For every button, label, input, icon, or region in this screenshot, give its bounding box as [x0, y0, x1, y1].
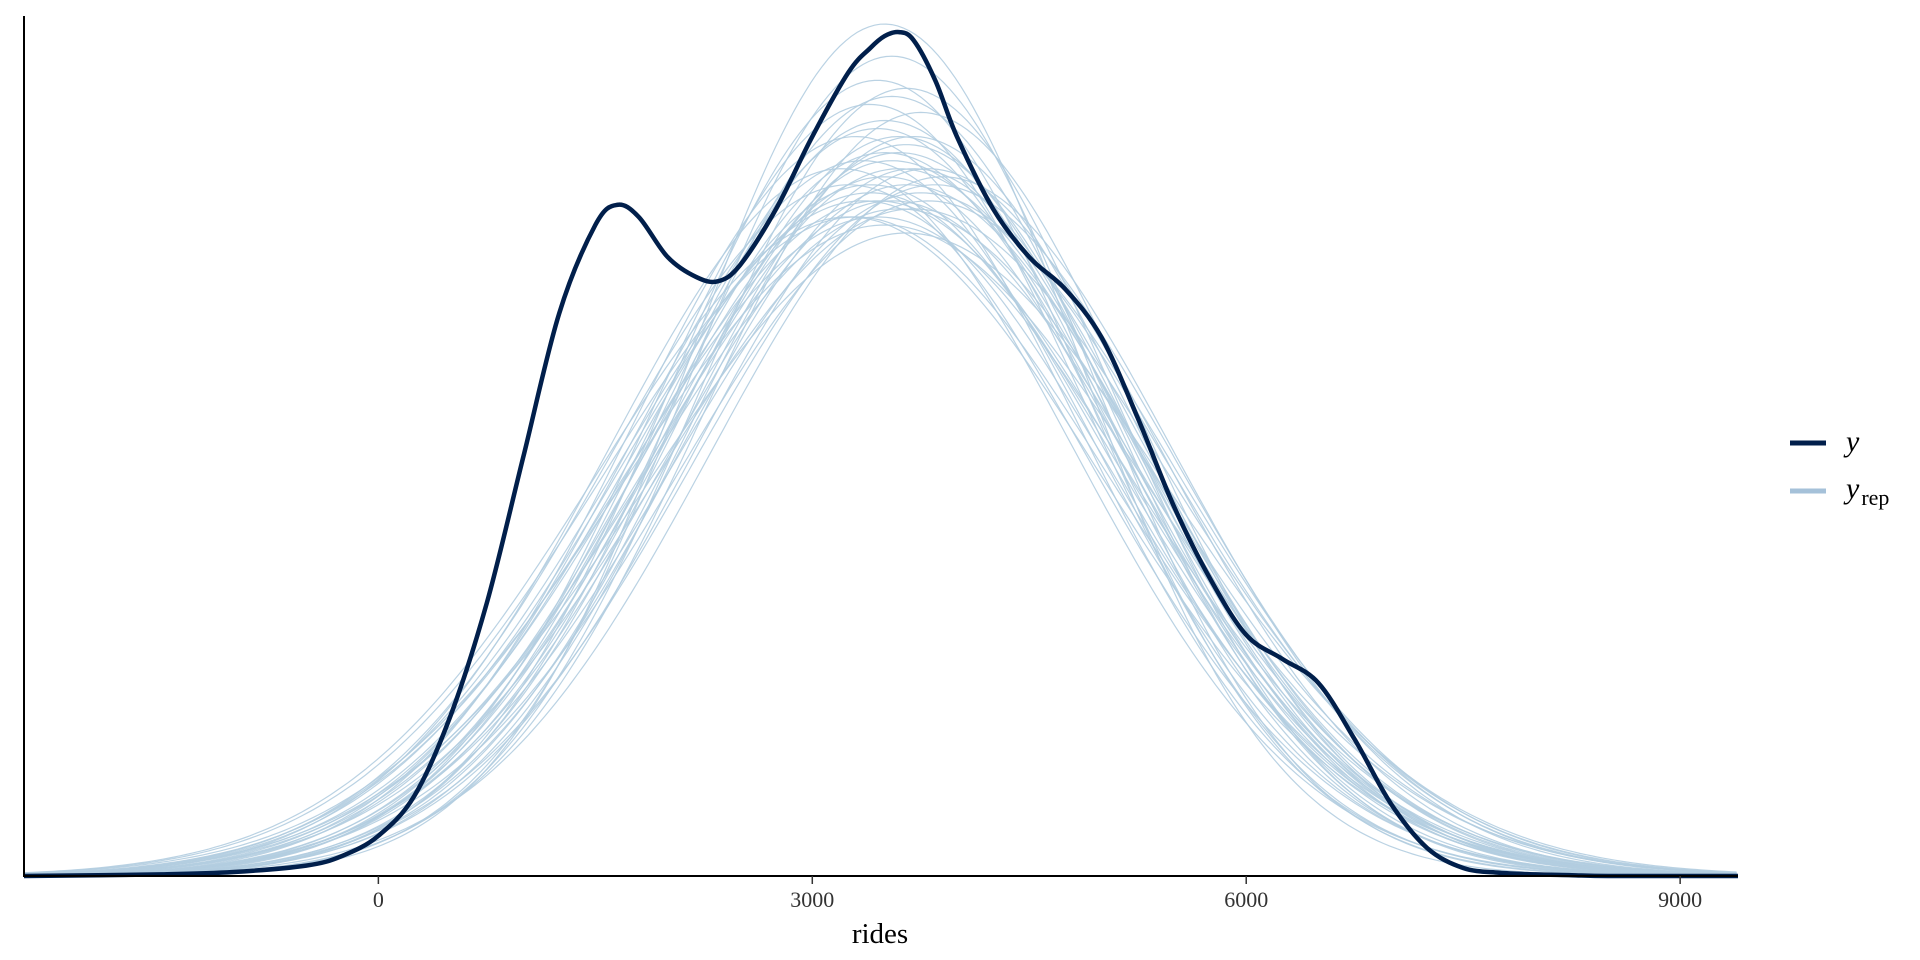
yrep-density-line — [23, 128, 1737, 877]
yrep-density-line — [23, 192, 1737, 876]
yrep-density-line — [23, 200, 1737, 876]
x-tick-label: 6000 — [1224, 887, 1268, 912]
yrep-density-line — [23, 151, 1737, 876]
yrep-density-line — [24, 119, 1737, 877]
yrep-density-line — [23, 200, 1737, 876]
x-tick-label: 3000 — [790, 887, 834, 912]
yrep-density-line — [23, 192, 1737, 876]
yrep-density-line — [23, 168, 1737, 877]
y-density-line — [23, 29, 1738, 879]
x-axis-ticks: 0 3000 6000 9000 — [373, 876, 1702, 912]
yrep-density-line — [23, 224, 1737, 874]
yrep-density-line — [23, 208, 1737, 875]
yrep-density-line — [24, 135, 1737, 877]
yrep-density-line — [23, 168, 1737, 877]
yrep-density-line — [23, 184, 1737, 876]
yrep-density-line — [23, 208, 1737, 876]
yrep-density-line — [23, 200, 1737, 876]
yrep-density-line — [23, 216, 1737, 876]
yrep-density-line — [24, 79, 1737, 877]
yrep-density-line — [24, 176, 1737, 877]
legend-label-yrep-sub: rep — [1861, 485, 1889, 510]
yrep-density-line — [23, 184, 1737, 876]
yrep-density-line — [23, 144, 1737, 877]
x-tick-label: 0 — [373, 887, 384, 912]
yrep-density-line — [23, 168, 1737, 877]
yrep-density-line — [24, 135, 1737, 877]
yrep-density-line — [23, 232, 1737, 875]
x-tick-label: 9000 — [1658, 887, 1702, 912]
legend-label-yrep: yrep — [1843, 472, 1889, 510]
yrep-density-line — [23, 160, 1737, 876]
yrep-density-line — [23, 111, 1737, 877]
x-axis-title: rides — [852, 918, 908, 950]
yrep-density-line — [24, 151, 1737, 876]
y-series-group — [23, 29, 1738, 879]
legend: y yrep — [1790, 425, 1889, 510]
yrep-density-line — [23, 216, 1737, 876]
yrep-density-line — [23, 200, 1737, 876]
yrep-density-line — [24, 87, 1737, 877]
yrep-density-line — [23, 160, 1737, 876]
yrep-density-line — [24, 135, 1737, 877]
yrep-density-line — [24, 23, 1737, 877]
yrep-density-line — [23, 184, 1737, 876]
yrep-density-line — [24, 184, 1737, 877]
yrep-density-line — [24, 168, 1737, 876]
yrep-series-group — [23, 23, 1737, 877]
yrep-density-line — [23, 216, 1737, 875]
legend-label-yrep-main: y — [1843, 472, 1860, 505]
legend-label-y: y — [1843, 425, 1860, 458]
yrep-density-line — [23, 176, 1737, 876]
